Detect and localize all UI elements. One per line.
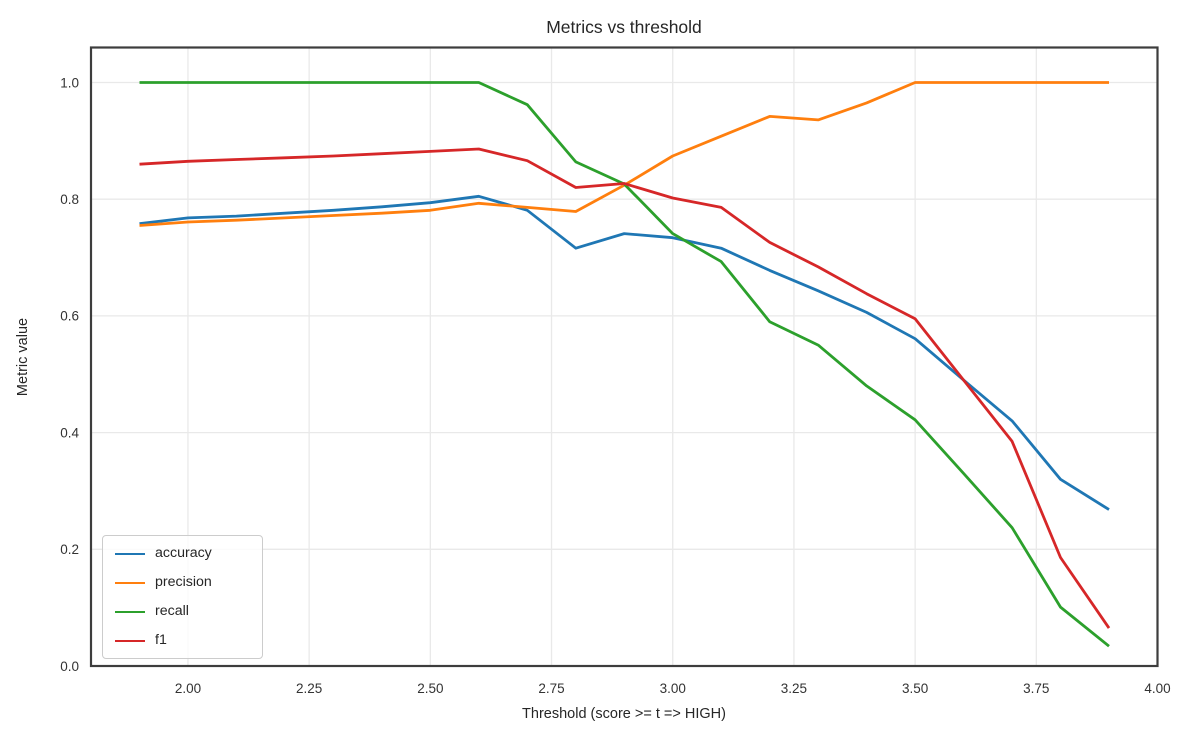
- y-tick-label: 0.4: [60, 425, 79, 440]
- x-tick-label: 2.50: [417, 681, 443, 696]
- legend-item-precision: precision: [115, 568, 250, 597]
- y-tick-label: 0.0: [60, 659, 79, 674]
- legend-swatch-precision: [115, 581, 145, 584]
- x-tick-label: 4.00: [1144, 681, 1170, 696]
- legend-swatch-accuracy: [115, 552, 145, 555]
- x-tick-label: 3.50: [902, 681, 928, 696]
- x-axis-label: Threshold (score >= t => HIGH): [522, 706, 726, 722]
- chart-title: Metrics vs threshold: [546, 17, 702, 37]
- legend-item-recall: recall: [115, 597, 250, 626]
- x-tick-label: 3.00: [660, 681, 686, 696]
- series-line-recall: [139, 81, 1110, 648]
- legend-item-accuracy: accuracy: [115, 539, 250, 568]
- plot-border: [89, 46, 1159, 668]
- y-tick-label: 0.2: [60, 542, 79, 557]
- x-tick-label: 2.25: [296, 681, 322, 696]
- x-tick-label: 3.25: [781, 681, 807, 696]
- series-layer: [139, 81, 1111, 648]
- legend-label-accuracy: accuracy: [155, 545, 212, 562]
- x-tick-label: 3.75: [1023, 681, 1049, 696]
- legend: accuracy precision recall f1: [102, 535, 263, 659]
- legend-swatch-f1: [115, 639, 145, 642]
- y-tick-label: 1.0: [60, 75, 79, 90]
- legend-label-f1: f1: [155, 632, 167, 649]
- series-line-accuracy: [139, 194, 1110, 511]
- legend-swatch-recall: [115, 610, 145, 613]
- legend-item-f1: f1: [115, 626, 250, 655]
- tick-label-layer: 2.00 2.25 2.50 2.75 3.00 3.25 3.50 3.75 4.00 0.0 0…: [60, 75, 1170, 696]
- y-axis-label: Metric value: [15, 318, 31, 396]
- series-line-precision: [139, 81, 1109, 227]
- y-tick-label: 0.6: [60, 309, 79, 324]
- legend-label-precision: precision: [155, 574, 212, 591]
- x-tick-label: 2.00: [175, 681, 201, 696]
- y-tick-label: 0.8: [60, 192, 79, 207]
- legend-label-recall: recall: [155, 603, 189, 620]
- x-tick-label: 2.75: [538, 681, 564, 696]
- series-line-f1: [139, 147, 1111, 629]
